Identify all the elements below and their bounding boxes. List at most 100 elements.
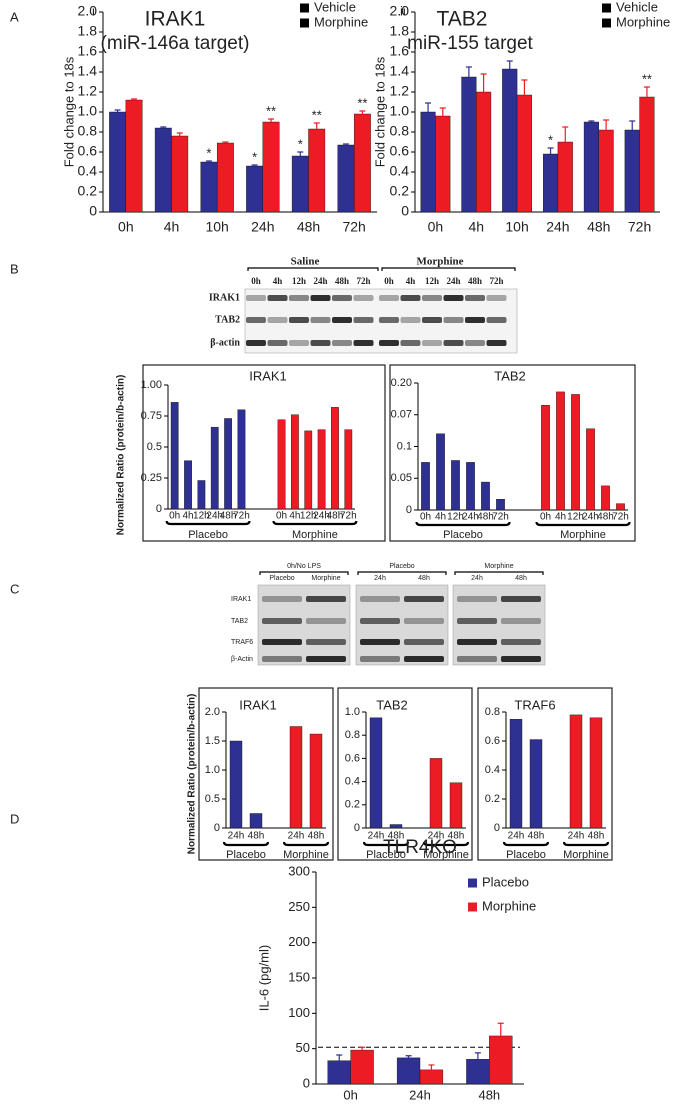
lane-label: 72h [356, 276, 370, 286]
error-bar [297, 151, 304, 156]
lane-label: 0h [384, 276, 394, 286]
x-tick-label: 24h [228, 831, 245, 842]
blot-band [400, 340, 421, 346]
error-bar [205, 160, 212, 162]
error-bar [176, 132, 183, 136]
row-label: IRAK1 [231, 596, 251, 603]
bar [170, 402, 179, 510]
bar [420, 111, 436, 213]
blot-band [404, 618, 444, 624]
y-tick-label: 0.8 [485, 706, 500, 718]
y-tick-label: 1.0 [390, 103, 410, 119]
x-tick-label: 24h [288, 831, 305, 842]
blot-band [379, 317, 399, 323]
blot-band [289, 340, 309, 346]
blot-band [400, 295, 421, 301]
blot-header: Morphine [484, 563, 513, 570]
y-tick-label: 0 [354, 822, 360, 834]
bar [601, 485, 610, 511]
lane-label: 48h [418, 575, 430, 582]
x-tick-label: 4h [468, 219, 484, 235]
error-bar [359, 1046, 366, 1051]
group-label: Placebo [188, 529, 228, 541]
legend-swatch [300, 18, 309, 28]
x-tick-label: 0h [118, 219, 134, 235]
y-tick-label: 0 [156, 503, 162, 515]
y-tick-label: 1.8 [390, 23, 410, 39]
subpanel-label: i [92, 3, 95, 18]
legend-swatch [468, 878, 477, 888]
error-bar [547, 147, 554, 154]
bar [496, 499, 505, 511]
x-tick-label: 48h [597, 512, 614, 523]
significance-mark: ** [266, 103, 276, 118]
blot-band [332, 317, 352, 323]
blot-band [360, 618, 400, 624]
blot-band [246, 340, 266, 346]
panel-frame [337, 687, 473, 861]
group-bracket [415, 521, 511, 527]
x-tick-label: 4h [555, 512, 566, 523]
panel-label: D [10, 811, 19, 826]
bar [516, 94, 532, 213]
panel-frame [142, 364, 386, 542]
row-label: TRAF6 [231, 639, 253, 646]
y-tick-label: 0.4 [345, 776, 360, 788]
legend-label: Vehicle [314, 0, 356, 14]
x-tick-label: 24h [313, 511, 330, 522]
bar [291, 155, 309, 213]
blot-band [306, 596, 346, 602]
bar [586, 428, 595, 511]
blot-band [501, 656, 541, 662]
error-bar [480, 73, 487, 92]
error-bar [603, 119, 610, 130]
blot-band [262, 618, 302, 624]
error-bar [465, 66, 472, 77]
chart-title: IRAK1 [239, 697, 277, 712]
significance-mark: * [206, 145, 211, 160]
blot-band [443, 340, 464, 346]
group-label: Morphine [292, 529, 338, 541]
blot-band [443, 317, 464, 323]
x-tick-label: 4h [289, 511, 300, 522]
bar [461, 76, 477, 213]
y-tick-label: 1.6 [390, 43, 410, 59]
y-tick-label: 1.8 [78, 23, 98, 39]
y-tick-label: 0 [89, 203, 97, 219]
error-bar [342, 143, 349, 145]
blot-header: Morphine [416, 256, 463, 268]
bar [369, 717, 383, 829]
bar [449, 782, 463, 829]
blot-band [422, 317, 442, 323]
y-tick-label: 1.0 [345, 706, 360, 718]
blot-band [486, 317, 507, 323]
y-tick-label: 150 [288, 969, 310, 984]
bar [353, 113, 371, 213]
group-label: Placebo [443, 529, 483, 541]
y-tick-label: 0.07 [391, 409, 412, 421]
error-bar [131, 98, 138, 100]
bar [304, 430, 313, 510]
y-tick-label: 0.2 [78, 183, 98, 199]
legend-label: Morphine [616, 14, 670, 29]
y-tick-label: 0.5 [205, 793, 220, 805]
row-label: TAB2 [231, 618, 248, 625]
blot-band [501, 639, 541, 645]
blot-band [486, 340, 507, 346]
legend-swatch [300, 3, 309, 13]
chart-title: IRAK1 [145, 8, 206, 31]
blot-band [404, 639, 444, 645]
bar [569, 714, 583, 829]
lane-label: 24h [471, 575, 483, 582]
error-bar [268, 118, 275, 122]
error-bar [251, 164, 258, 166]
bar [583, 121, 599, 213]
chart-subtitle: (miR-146a target) [101, 33, 250, 54]
bar [451, 460, 460, 511]
group-bracket [222, 841, 270, 847]
error-bar [428, 1064, 435, 1070]
error-bar [506, 60, 513, 69]
chart-title: TAB2 [437, 8, 488, 31]
bar [277, 419, 286, 510]
blot-band [404, 656, 444, 662]
